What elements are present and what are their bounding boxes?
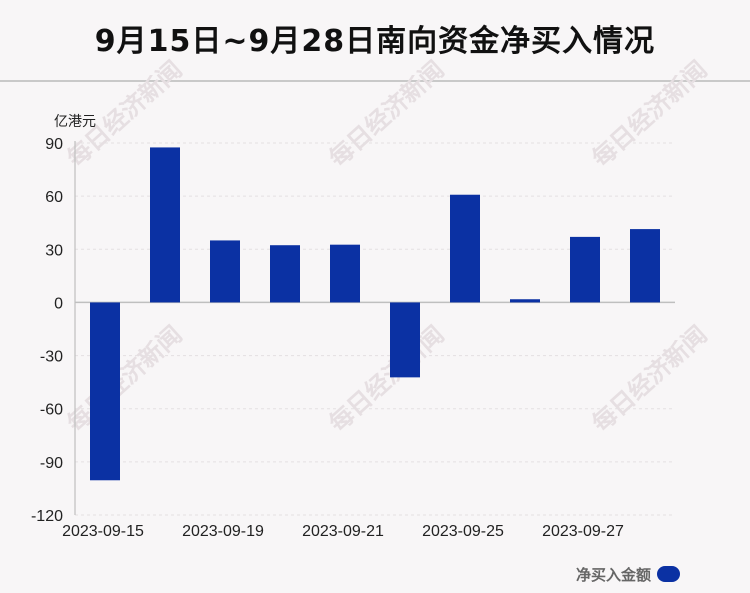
bar [630,229,660,303]
x-tick-label: 2023-09-27 [542,523,624,540]
watermark-text: 每日经济新闻 [587,55,713,172]
y-axis-unit-label: 亿港元 [54,114,96,130]
x-tick-label: 2023-09-19 [182,523,264,540]
x-tick-label: 2023-09-25 [422,523,504,540]
y-tick-label: 0 [54,295,63,312]
legend: 净买入金额 [576,563,681,585]
title-divider [0,80,750,82]
bar [150,147,180,303]
watermark-text: 每日经济新闻 [62,320,188,437]
bar [450,194,480,303]
bar [510,299,540,303]
watermark-text: 每日经济新闻 [587,320,713,437]
x-tick-label: 2023-09-21 [302,523,384,540]
chart-title: 9月15日~9月28日南向资金净买入情况 [94,24,656,59]
bar [330,244,360,303]
bar [210,240,240,303]
bar-series [90,147,660,481]
bar [570,236,600,303]
bar [90,302,120,481]
bar [390,302,420,378]
watermark-text: 每日经济新闻 [324,320,450,437]
y-tick-label: -90 [40,455,63,472]
bar [270,245,300,303]
watermark-text: 每日经济新闻 [324,55,450,172]
y-tick-label: -60 [40,402,63,419]
y-tick-label: 60 [45,189,63,206]
y-tick-label: 90 [45,136,63,153]
y-tick-label: -30 [40,349,63,366]
legend-label: 净买入金额 [576,565,652,584]
y-tick-label: -120 [31,508,63,525]
x-tick-label: 2023-09-15 [62,523,144,540]
axis-labels: 90 60 30 0 -30 -60 -90 -120 亿港元 2023-09-15 2023-09… [31,114,624,540]
y-tick-label: 30 [45,242,63,259]
legend-swatch [657,566,681,582]
